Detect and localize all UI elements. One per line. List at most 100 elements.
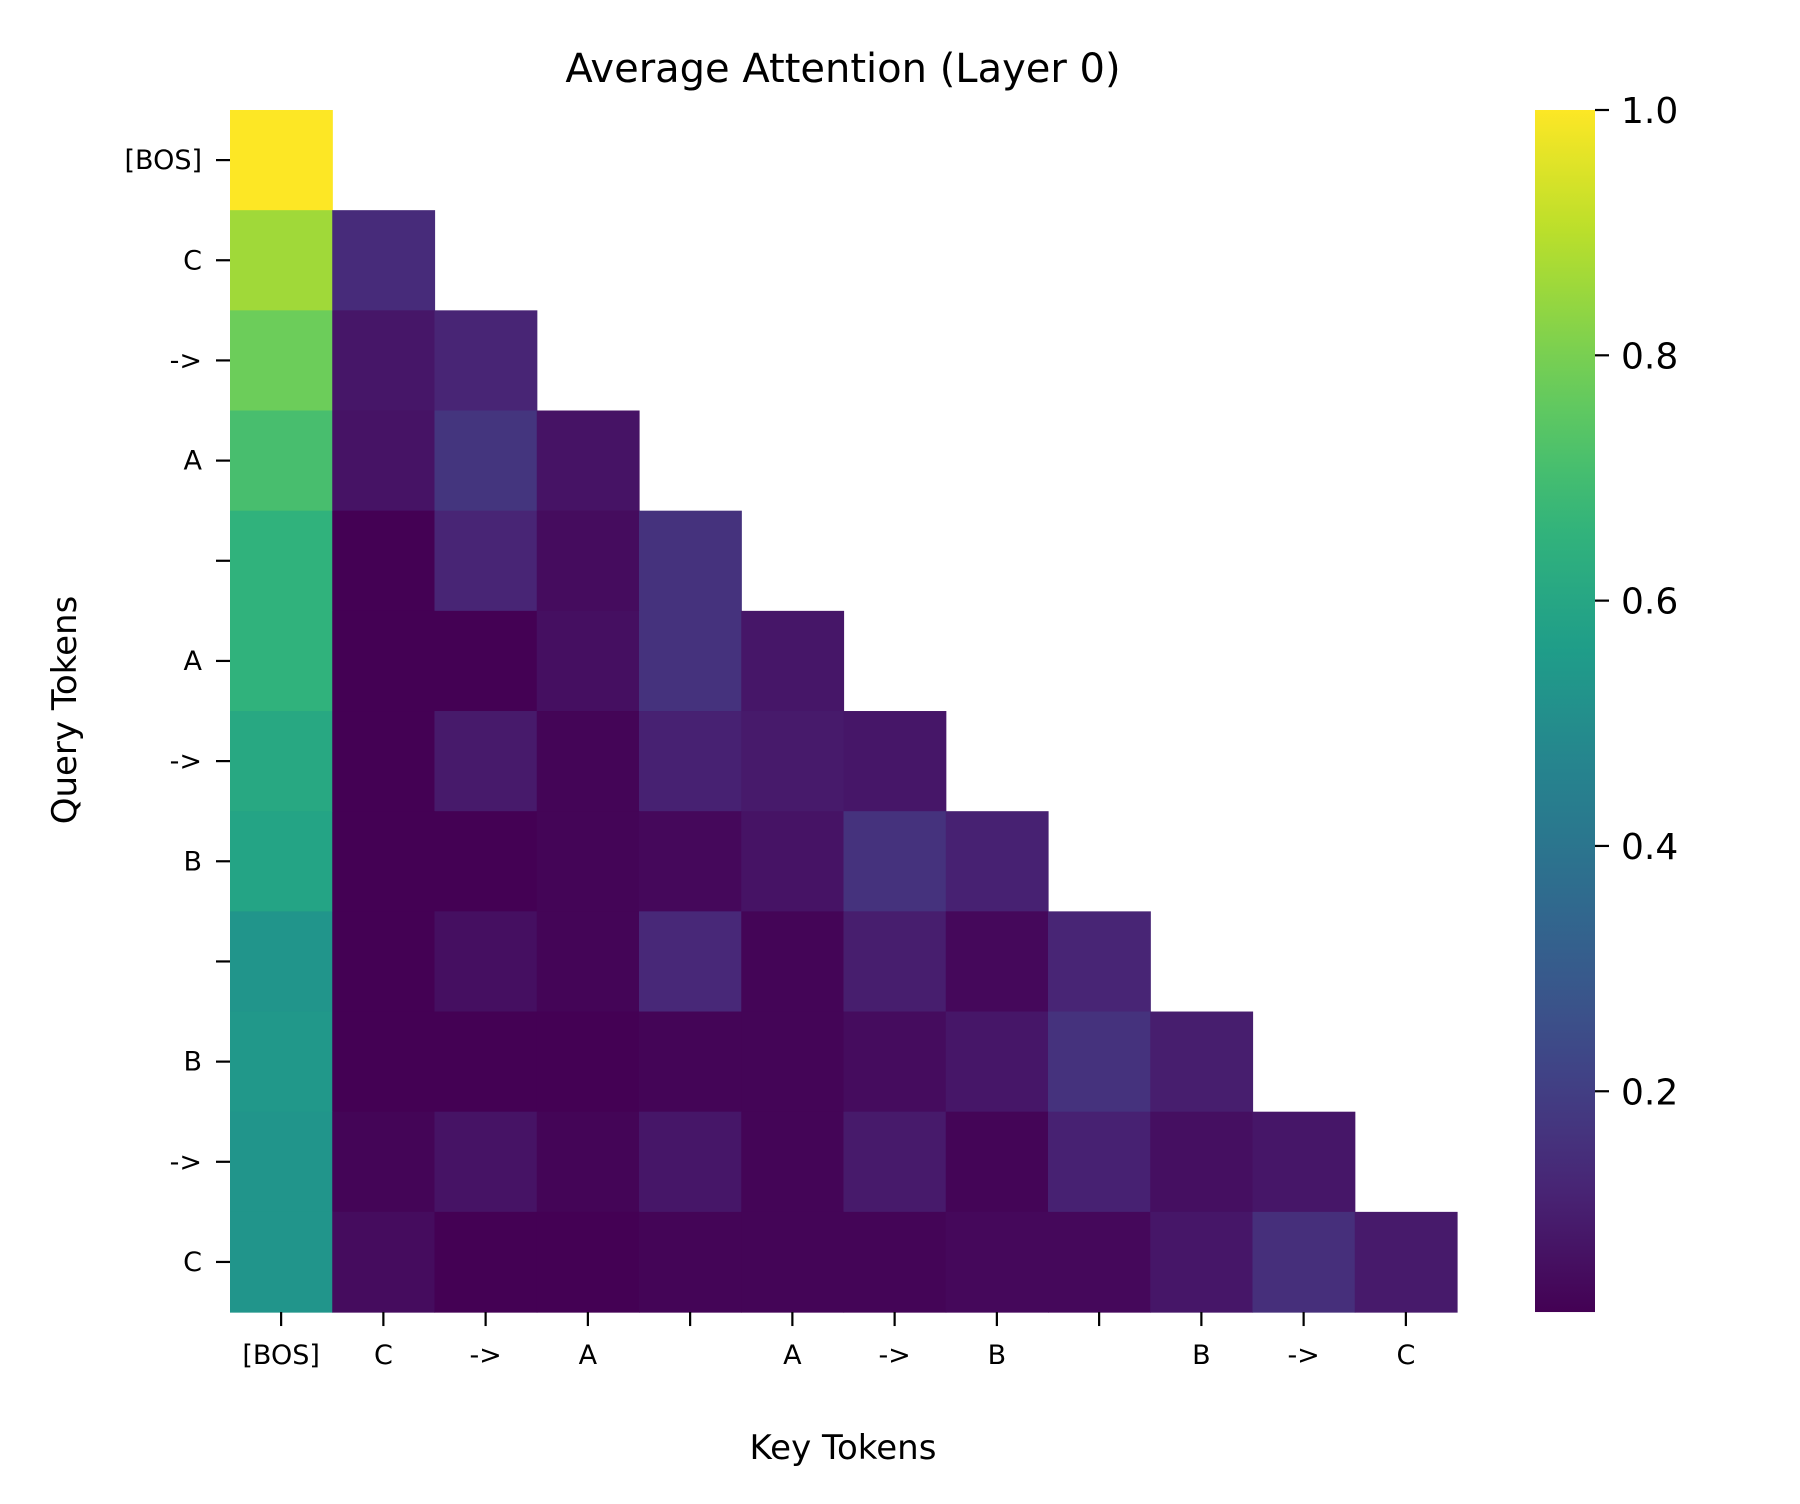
- x-tick-label: A: [579, 1340, 598, 1371]
- x-tick-label: ->: [1287, 1340, 1319, 1371]
- x-tick-label: C: [1396, 1340, 1415, 1371]
- heatmap-cell: [434, 410, 538, 512]
- heatmap-cell: [536, 811, 640, 912]
- heatmap-cell: [1048, 1011, 1151, 1113]
- heatmap-cell: [332, 911, 436, 1013]
- x-tick-label: ->: [878, 1340, 910, 1371]
- heatmap-cell: [434, 310, 538, 412]
- heatmap-cell: [230, 410, 333, 512]
- heatmap-cell: [536, 510, 640, 612]
- heatmap-cell: [945, 1111, 1049, 1213]
- heatmap-cell: [843, 1211, 947, 1313]
- heatmap-cell: [332, 510, 436, 612]
- heatmap-cell: [639, 510, 742, 612]
- heatmap-cell: [230, 610, 333, 712]
- heatmap-cell: [843, 1111, 947, 1213]
- heatmap-cell: [434, 610, 538, 712]
- heatmap-cell: [945, 1211, 1049, 1313]
- heatmap-cell: [230, 811, 333, 912]
- heatmap-cell: [536, 1111, 640, 1213]
- heatmap-cell: [332, 1211, 436, 1313]
- heatmap-cell: [843, 811, 947, 912]
- x-axis-label: Key Tokens: [750, 1428, 937, 1468]
- heatmap-cell: [945, 811, 1049, 912]
- heatmap-cell: [639, 1111, 742, 1213]
- y-tick-label: A: [184, 446, 203, 477]
- heatmap-cell: [639, 911, 742, 1013]
- heatmap-cell: [741, 1211, 845, 1313]
- heatmap-cell: [1252, 1211, 1356, 1313]
- heatmap-cell: [332, 1111, 436, 1213]
- heatmap-cell: [639, 1011, 742, 1113]
- heatmap-cell: [332, 711, 436, 812]
- heatmap-cell: [741, 1111, 845, 1213]
- y-tick-label: B: [183, 1047, 202, 1078]
- y-tick-label: C: [183, 1247, 202, 1278]
- heatmap-cell: [741, 811, 845, 912]
- y-axis-label: Query Tokens: [45, 596, 85, 825]
- heatmap-cell: [434, 1211, 538, 1313]
- heatmap-cell: [843, 1011, 947, 1113]
- colorbar-tick-label: 1.0: [1621, 91, 1678, 132]
- colorbar: 0.2 0.4 0.6 0.8 1.0: [1535, 91, 1678, 1313]
- heatmap-cell: [536, 1011, 640, 1113]
- heatmap-cell: [1252, 1111, 1356, 1213]
- heatmap-cell: [230, 1211, 333, 1313]
- colorbar-tick-label: 0.2: [1621, 1072, 1678, 1113]
- heatmap-cells: [230, 110, 1458, 1313]
- heatmap-cell: [230, 210, 333, 311]
- heatmap-cell: [1150, 1011, 1254, 1113]
- y-tick-label: ->: [170, 345, 202, 376]
- heatmap-cell: [741, 610, 845, 712]
- heatmap-cell: [332, 410, 436, 512]
- y-tick-label: A: [184, 646, 203, 677]
- heatmap-cell: [230, 911, 333, 1013]
- heatmap-cell: [1048, 1111, 1151, 1213]
- x-tick-label: A: [783, 1340, 802, 1371]
- heatmap-cell: [639, 1211, 742, 1313]
- heatmap-cell: [741, 911, 845, 1013]
- heatmap-cell: [639, 711, 742, 812]
- heatmap-cell: [434, 711, 538, 812]
- heatmap-cell: [639, 811, 742, 912]
- heatmap-cell: [741, 711, 845, 812]
- colorbar-tick-label: 0.8: [1621, 336, 1678, 377]
- heatmap-cell: [945, 1011, 1049, 1113]
- heatmap-cell: [230, 1111, 333, 1213]
- heatmap-cell: [230, 510, 333, 612]
- y-tick-label: ->: [170, 746, 202, 777]
- heatmap-cell: [536, 1211, 640, 1313]
- heatmap-cell: [536, 711, 640, 812]
- heatmap-cell: [230, 1011, 333, 1113]
- heatmap-cell: [434, 1111, 538, 1213]
- y-tick-label: C: [183, 245, 202, 276]
- heatmap-cell: [434, 911, 538, 1013]
- heatmap-cell: [332, 1011, 436, 1113]
- x-tick-label: ->: [469, 1340, 501, 1371]
- y-tick-label: ->: [170, 1147, 202, 1178]
- heatmap-cell: [1354, 1211, 1458, 1313]
- heatmap-cell: [434, 510, 538, 612]
- x-tick-label: [BOS]: [242, 1340, 320, 1371]
- y-axis-ticks: [BOS] C -> A A -> B B -> C: [124, 145, 230, 1278]
- colorbar-gradient: [1535, 110, 1595, 1313]
- x-axis-ticks: [BOS] C -> A A -> B B -> C: [242, 1312, 1415, 1371]
- heatmap-cell: [945, 911, 1049, 1013]
- heatmap-cell: [1048, 1211, 1151, 1313]
- heatmap-cell: [1048, 911, 1151, 1013]
- heatmap-cell: [741, 1011, 845, 1113]
- colorbar-tick-label: 0.4: [1621, 827, 1678, 868]
- heatmap-cell: [332, 310, 436, 412]
- heatmap-cell: [843, 711, 947, 812]
- heatmap-cell: [434, 811, 538, 912]
- x-tick-label: B: [988, 1340, 1007, 1371]
- heatmap-cell: [332, 210, 436, 311]
- x-tick-label: C: [374, 1340, 393, 1371]
- heatmap-cell: [434, 1011, 538, 1113]
- heatmap-cell: [1150, 1111, 1254, 1213]
- chart-title: Average Attention (Layer 0): [565, 46, 1120, 92]
- heatmap-cell: [230, 711, 333, 812]
- y-tick-label: [BOS]: [124, 145, 202, 176]
- x-tick-label: B: [1192, 1340, 1211, 1371]
